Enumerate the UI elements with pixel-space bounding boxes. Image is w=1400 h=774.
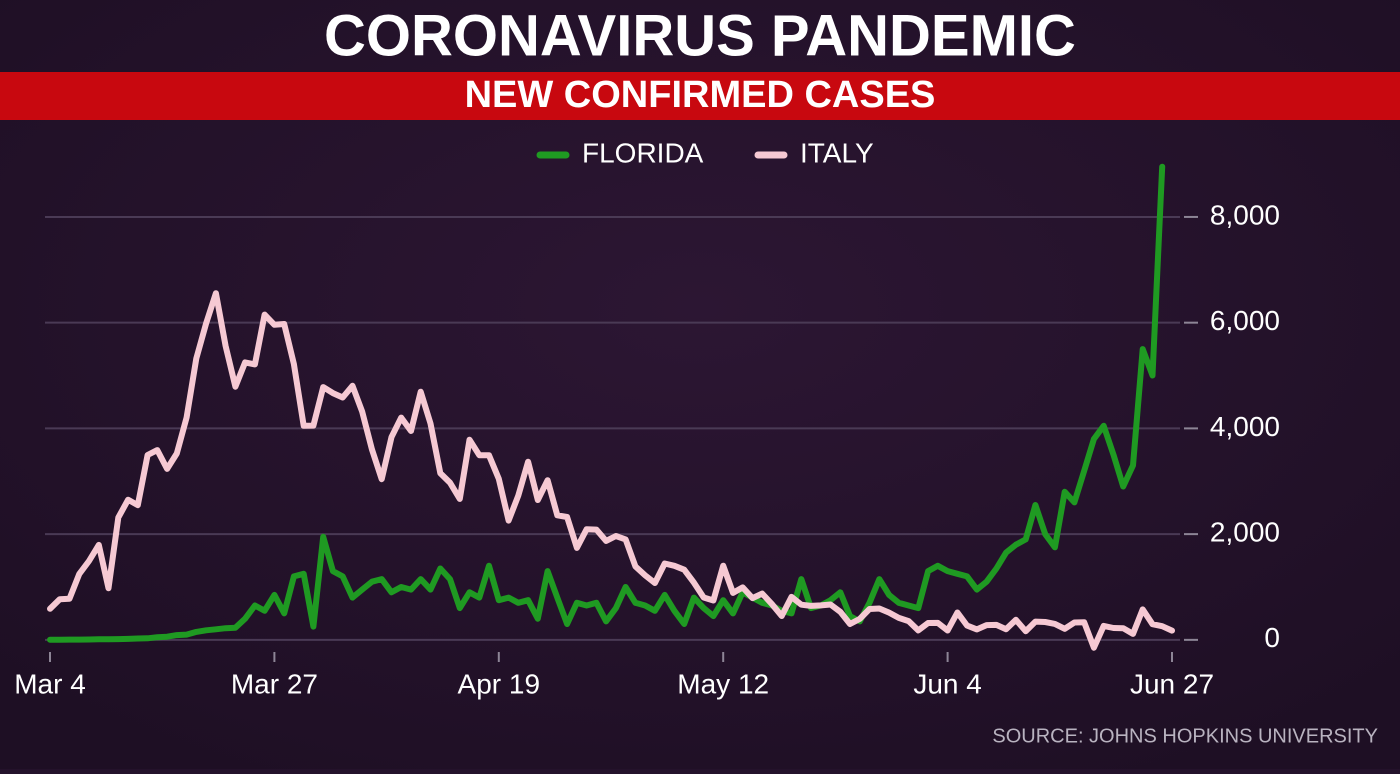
source-note: SOURCE: JOHNS HOPKINS UNIVERSITY	[992, 725, 1378, 747]
x-tick-label: Mar 27	[231, 668, 318, 699]
legend-label: FLORIDA	[582, 137, 704, 168]
y-tick-label: 6,000	[1210, 305, 1280, 336]
x-tick-label: Apr 19	[458, 668, 541, 699]
legend-label: ITALY	[800, 137, 874, 168]
x-tick-label: Mar 4	[14, 668, 86, 699]
series-line	[47, 163, 1166, 643]
x-tick-label: May 12	[677, 668, 769, 699]
series-line	[47, 290, 1175, 651]
y-tick-label: 8,000	[1210, 199, 1280, 230]
y-tick-label: 0	[1264, 622, 1280, 653]
chart-title: CORONAVIRUS PANDEMIC	[324, 3, 1076, 68]
x-tick-label: Jun 4	[913, 668, 982, 699]
y-tick-label: 2,000	[1210, 517, 1280, 548]
x-tick-label: Jun 27	[1130, 668, 1214, 699]
y-tick-label: 4,000	[1210, 411, 1280, 442]
chart-subtitle: NEW CONFIRMED CASES	[465, 74, 936, 116]
subtitle-band	[0, 72, 1400, 120]
